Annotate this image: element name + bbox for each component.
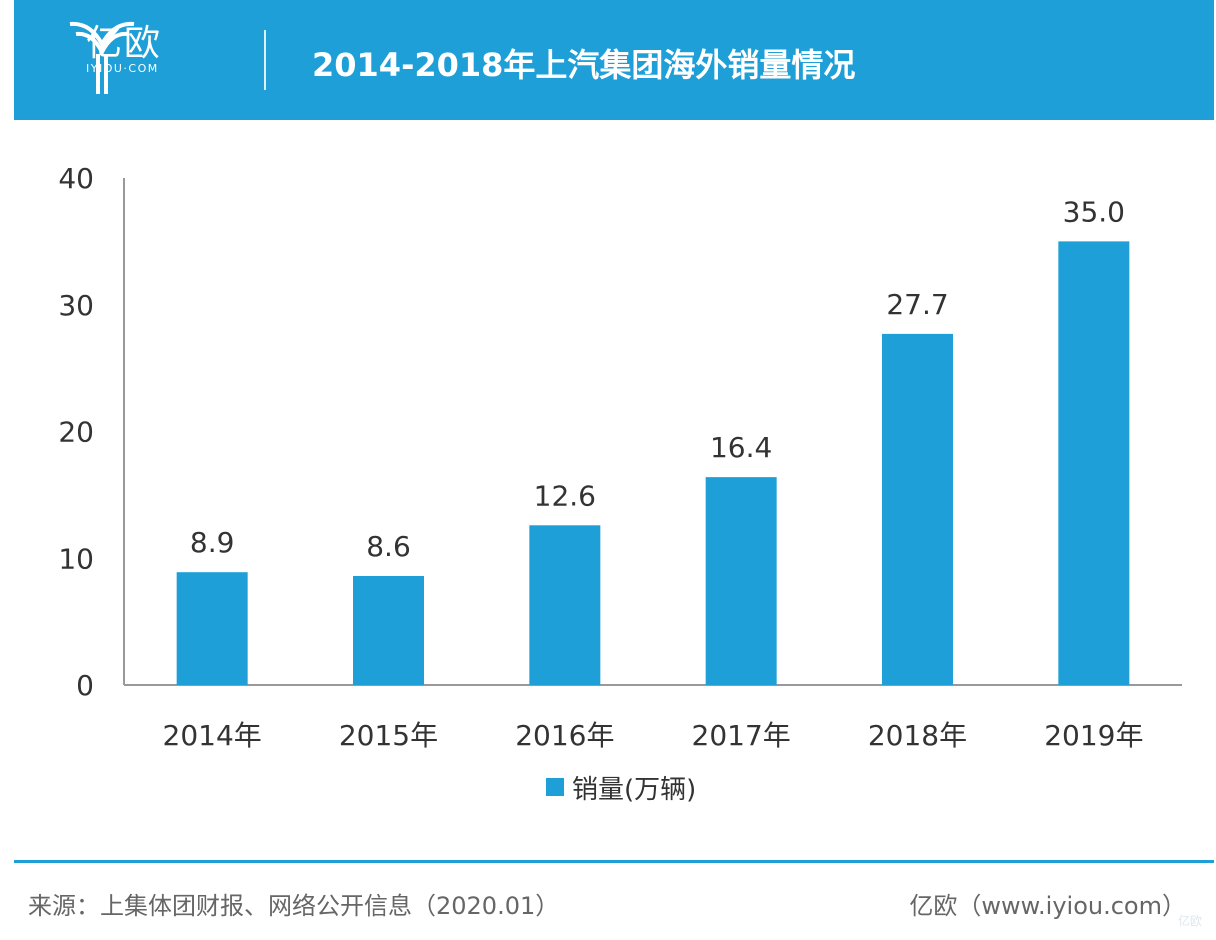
y-tick-label: 10 [58,542,94,575]
x-tick-label: 2018年 [868,719,967,752]
brand-credit: 亿欧（www.iyiou.com） [909,892,1186,920]
footer-divider [14,860,1214,863]
bar [529,525,601,685]
y-tick-label: 40 [58,162,94,195]
x-tick-label: 2015年 [339,719,438,752]
iyiou-logo-icon [69,21,135,94]
x-tick-label: 2014年 [163,719,262,752]
bar [1058,241,1130,685]
bar [176,572,248,685]
header-divider [264,30,266,90]
data-label: 8.9 [190,526,235,559]
y-tick-label: 20 [58,416,94,449]
bar [353,575,424,685]
legend-swatch [546,778,564,796]
x-tick-label: 2019年 [1044,719,1143,752]
source-note: 来源：上集体团财报、网络公开信息（2020.01） [28,892,560,920]
data-label: 8.6 [366,530,411,563]
bar [705,477,777,685]
data-label: 27.7 [886,288,948,321]
y-tick-label: 0 [76,669,94,702]
chart-title: 2014-2018年上汽集团海外销量情况 [312,46,856,84]
x-tick-label: 2016年 [515,719,614,752]
header-banner: 亿欧 IYIOU·COM 2014-2018年上汽集团海外销量情况 [14,0,1214,120]
legend: 销量(万辆) [546,772,696,805]
data-label: 35.0 [1063,195,1125,228]
y-tick-label: 30 [58,289,94,322]
logo-domain: IYIOU·COM [86,62,159,75]
data-label: 16.4 [710,431,772,464]
bar-chart: 0 10 20 30 40 8.9 2014年 8.6 2015年 12.6 2016年 16.4 20… [58,162,1182,752]
legend-label: 销量(万辆) [572,774,697,805]
bar [882,333,953,685]
logo-wordmark: 亿欧 [86,23,163,64]
x-tick-label: 2017年 [692,719,791,752]
watermark: 亿欧 [1177,914,1202,928]
data-label: 12.6 [534,479,596,512]
